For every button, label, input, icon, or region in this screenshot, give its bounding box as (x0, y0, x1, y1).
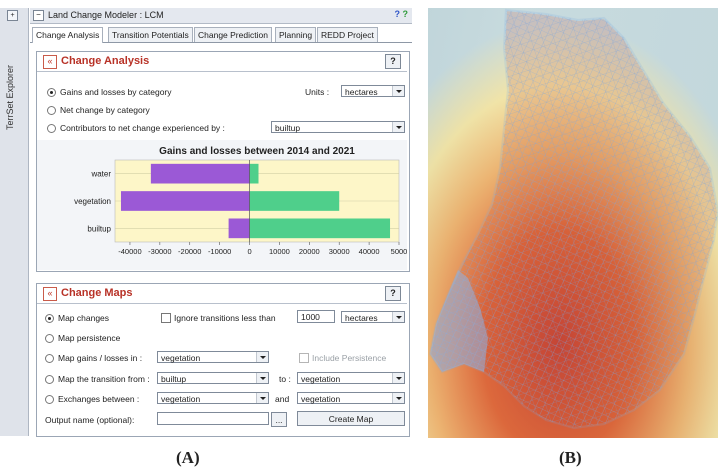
tab-redd-project[interactable]: REDD Project (317, 27, 378, 42)
radio-gains-losses[interactable] (47, 88, 56, 97)
and-label: and (275, 394, 290, 404)
chevron-down-icon (392, 312, 404, 322)
chevron-down-icon (256, 373, 268, 383)
label-contributors: Contributors to net change experienced b… (60, 123, 225, 133)
tab-planning[interactable]: Planning (275, 27, 317, 42)
units-label: Units : (305, 87, 330, 97)
help-green-icon: ? (402, 9, 409, 19)
include-persistence-checkbox[interactable] (299, 353, 309, 363)
window-titlebar: − Land Change Modeler : LCM ? ? (30, 8, 412, 24)
sidebar-label[interactable]: TerrSet Explorer (5, 64, 15, 130)
admin-boundaries (430, 10, 718, 428)
category-label: water (90, 170, 111, 179)
change-maps-header: « Change Maps ? (37, 284, 407, 304)
transition-to-select[interactable]: vegetation (297, 372, 405, 384)
chevron-down-icon (256, 393, 268, 403)
caption-b: (B) (559, 448, 582, 467)
include-persistence-label: Include Persistence (312, 353, 387, 363)
radio-map-transition[interactable] (45, 375, 54, 384)
gains-losses-chart: Gains and losses between 2014 and 2021 wa… (74, 146, 407, 256)
label-map-changes: Map changes (58, 313, 110, 323)
x-tick-label: 0 (247, 247, 251, 256)
x-tick-label: -10000 (208, 247, 231, 256)
tab-transition-potentials[interactable]: Transition Potentials (108, 27, 193, 42)
label-map-gains-losses: Map gains / losses in : (58, 353, 143, 363)
collapse-icon[interactable]: − (33, 10, 44, 21)
ignore-transitions-checkbox[interactable] (161, 313, 171, 323)
label-exchanges: Exchanges between : (58, 394, 140, 404)
contributors-select[interactable]: builtup (271, 121, 405, 133)
lcm-panel: + TerrSet Explorer − Land Change Modeler… (0, 8, 412, 437)
x-tick-label: -20000 (178, 247, 201, 256)
exchange-b-select[interactable]: vegetation (297, 392, 405, 404)
help-button[interactable]: ? (385, 286, 401, 301)
chart-area: Gains and losses between 2014 and 2021 wa… (37, 140, 407, 270)
radio-map-changes[interactable] (45, 314, 54, 323)
radio-map-persistence[interactable] (45, 334, 54, 343)
gain-bar (249, 191, 340, 211)
chevron-down-icon (256, 352, 268, 362)
x-tick-label: 10000 (269, 247, 290, 256)
x-tick-label: 5000 (391, 247, 407, 256)
exchange-a-select[interactable]: vegetation (157, 392, 269, 404)
collapse-chevron-icon[interactable]: « (43, 55, 57, 69)
to-label: to : (279, 374, 291, 384)
collapse-chevron-icon[interactable]: « (43, 287, 57, 301)
loss-bar (150, 163, 250, 184)
ignore-transitions-label: Ignore transitions less than (174, 313, 276, 323)
loss-bar (228, 218, 250, 239)
chevron-down-icon (392, 86, 404, 96)
x-tick-label: 40000 (359, 247, 380, 256)
change-analysis-panel: « Change Analysis ? Gains and losses by … (36, 51, 410, 272)
ignore-units-select[interactable]: hectares (341, 311, 405, 323)
change-analysis-title: Change Analysis (61, 55, 150, 67)
label-map-persistence: Map persistence (58, 333, 121, 343)
gain-bar (249, 163, 259, 184)
tab-change-prediction[interactable]: Change Prediction (194, 27, 272, 42)
ignore-threshold-input[interactable]: 1000 (297, 310, 335, 323)
change-maps-panel: « Change Maps ? Map changes Ignore trans… (36, 283, 410, 437)
x-tick-label: -30000 (148, 247, 171, 256)
gain-bar (249, 218, 391, 239)
radio-exchanges[interactable] (45, 395, 54, 404)
caption-a: (A) (176, 448, 200, 467)
tab-change-analysis[interactable]: Change Analysis (32, 27, 104, 43)
label-gains-losses: Gains and losses by category (60, 87, 172, 97)
change-maps-title: Change Maps (61, 287, 133, 299)
category-label: vegetation (74, 197, 111, 206)
change-analysis-header: « Change Analysis ? (37, 52, 407, 72)
help-button[interactable]: ? (385, 54, 401, 69)
radio-net-change[interactable] (47, 106, 56, 115)
gains-losses-select[interactable]: vegetation (157, 351, 269, 363)
radio-contributors[interactable] (47, 124, 56, 133)
tab-bar: Change Analysis Transition Potentials Ch… (30, 27, 412, 43)
builtup-cluster (430, 270, 488, 372)
change-map-image (428, 8, 718, 438)
window-title: Land Change Modeler : LCM (48, 10, 164, 20)
radio-map-gains-losses[interactable] (45, 354, 54, 363)
pin-icon[interactable]: + (7, 10, 18, 21)
transition-from-select[interactable]: builtup (157, 372, 269, 384)
label-net-change: Net change by category (60, 105, 150, 115)
help-icon[interactable]: ? ? (394, 9, 408, 19)
explorer-sidebar: + TerrSet Explorer (0, 8, 29, 436)
category-label: builtup (87, 224, 111, 233)
chevron-down-icon (392, 373, 404, 383)
label-map-transition: Map the transition from : (58, 374, 150, 384)
output-name-label: Output name (optional): (45, 415, 135, 425)
x-tick-label: 20000 (299, 247, 320, 256)
prediction-map (428, 8, 718, 438)
x-tick-label: -40000 (118, 247, 141, 256)
create-map-button[interactable]: Create Map (297, 411, 405, 426)
chevron-down-icon (392, 393, 404, 403)
browse-button[interactable]: ... (271, 412, 287, 427)
loss-bar (120, 191, 250, 211)
units-select[interactable]: hectares (341, 85, 405, 97)
x-tick-label: 30000 (329, 247, 350, 256)
chart-title: Gains and losses between 2014 and 2021 (159, 146, 355, 157)
chevron-down-icon (392, 122, 404, 132)
output-name-input[interactable] (157, 412, 269, 425)
